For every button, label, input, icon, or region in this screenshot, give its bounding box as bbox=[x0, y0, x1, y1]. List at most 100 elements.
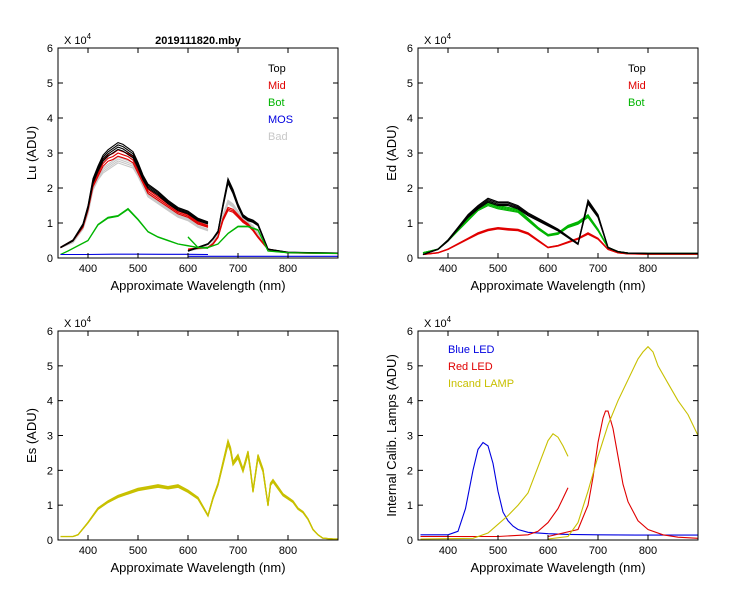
x-tick-label: 500 bbox=[489, 263, 507, 275]
x-tick-label: 700 bbox=[589, 263, 607, 275]
y-tick-label: 6 bbox=[407, 326, 413, 338]
x-tick-label: 400 bbox=[439, 545, 457, 557]
series-line-blue-led bbox=[420, 441, 698, 536]
series-line-bot bbox=[422, 203, 698, 255]
y-tick-label: 4 bbox=[47, 396, 53, 408]
y-tick-label: 0 bbox=[407, 253, 413, 265]
legend-item: Mid bbox=[268, 80, 286, 92]
series-line-top bbox=[60, 141, 209, 248]
y-tick-label: 1 bbox=[47, 218, 53, 230]
series-line-incand-lamp bbox=[547, 345, 698, 540]
chart-ed: 400 500 600 700 800 0 1 2 3 4 5 6 X 104 Approximate W… bbox=[384, 32, 699, 293]
y-tick-label: 3 bbox=[407, 431, 413, 443]
y-tick-label: 1 bbox=[407, 500, 413, 512]
legend-item: Red LED bbox=[448, 361, 493, 373]
y-tick-label: 3 bbox=[47, 431, 53, 443]
legend-item: Incand LAMP bbox=[448, 378, 514, 390]
y-tick-label: 5 bbox=[47, 361, 53, 373]
y-tick-label: 4 bbox=[407, 113, 413, 125]
series-line-es bbox=[60, 440, 338, 540]
y-tick-label: 6 bbox=[407, 43, 413, 55]
chart-lu: 400 500 600 700 800 0 1 2 3 4 5 6 X 104 2019111820.mb… bbox=[24, 32, 339, 293]
y-tick-label: 1 bbox=[47, 500, 53, 512]
x-tick-label: 700 bbox=[229, 263, 247, 275]
plot-area bbox=[420, 345, 698, 540]
series-line-top bbox=[422, 201, 698, 256]
y-multiplier: X 104 bbox=[64, 32, 92, 47]
series-line-bot bbox=[422, 205, 698, 255]
chart-es: 400 500 600 700 800 0 1 2 3 4 5 6 X 104 Approximate W… bbox=[24, 315, 339, 575]
series-line-es bbox=[60, 442, 338, 540]
x-tick-label: 600 bbox=[539, 263, 557, 275]
series-line-mid bbox=[422, 226, 698, 255]
x-tick-label: 500 bbox=[129, 545, 147, 557]
chart-title: 2019111820.mby bbox=[155, 35, 242, 47]
y-tick-label: 6 bbox=[47, 43, 53, 55]
y-tick-label: 5 bbox=[407, 78, 413, 90]
y-tick-label: 0 bbox=[47, 253, 53, 265]
series-line-red-led bbox=[420, 487, 569, 538]
y-tick-label: 1 bbox=[407, 218, 413, 230]
chart-lamps: 400 500 600 700 800 0 1 2 3 4 5 6 X 104 Approximate W… bbox=[384, 315, 699, 575]
series-line-top bbox=[422, 197, 698, 255]
series-line-top bbox=[187, 176, 338, 254]
x-tick-label: 400 bbox=[439, 263, 457, 275]
x-axis-label: Approximate Wavelength (nm) bbox=[110, 560, 285, 575]
legend-item: Bad bbox=[268, 131, 288, 143]
x-tick-label: 400 bbox=[79, 545, 97, 557]
legend-item: Top bbox=[268, 63, 286, 75]
series-line-bad bbox=[60, 158, 209, 248]
y-multiplier: X 104 bbox=[424, 315, 452, 330]
x-tick-label: 800 bbox=[639, 263, 657, 275]
y-tick-label: 3 bbox=[47, 148, 53, 160]
x-axis-label: Approximate Wavelength (nm) bbox=[470, 278, 645, 293]
y-axis-label: Es (ADU) bbox=[24, 408, 39, 463]
y-tick-label: 4 bbox=[47, 113, 53, 125]
series-line-es bbox=[60, 439, 338, 540]
y-tick-label: 3 bbox=[407, 148, 413, 160]
series-line-bad bbox=[60, 162, 209, 249]
x-tick-label: 600 bbox=[539, 545, 557, 557]
plot-area bbox=[60, 141, 338, 257]
x-axis-label: Approximate Wavelength (nm) bbox=[110, 278, 285, 293]
series-line-top bbox=[422, 200, 698, 256]
x-tick-label: 700 bbox=[229, 545, 247, 557]
plot-area bbox=[422, 197, 698, 256]
x-axis-label: Approximate Wavelength (nm) bbox=[470, 560, 645, 575]
x-tick-label: 600 bbox=[179, 263, 197, 275]
y-tick-label: 2 bbox=[47, 465, 53, 477]
legend-item: Bot bbox=[268, 97, 285, 109]
y-axis-label: Lu (ADU) bbox=[24, 126, 39, 180]
y-tick-label: 2 bbox=[407, 465, 413, 477]
series-line-incand-lamp bbox=[420, 433, 569, 540]
y-tick-label: 2 bbox=[407, 183, 413, 195]
series-line-es bbox=[60, 438, 338, 540]
series-line-bad bbox=[60, 160, 209, 249]
series-line-es bbox=[60, 440, 338, 540]
y-axis-label: Internal Calib. Lamps (ADU) bbox=[384, 354, 399, 517]
series-line-bot bbox=[187, 225, 338, 254]
y-tick-label: 5 bbox=[407, 361, 413, 373]
series-line-red-led bbox=[547, 410, 698, 539]
series-line-bot bbox=[60, 207, 209, 255]
y-multiplier: X 104 bbox=[424, 32, 452, 47]
plot-area bbox=[60, 438, 338, 540]
x-tick-label: 400 bbox=[79, 263, 97, 275]
x-tick-label: 500 bbox=[489, 545, 507, 557]
y-tick-label: 2 bbox=[47, 183, 53, 195]
y-tick-label: 0 bbox=[407, 535, 413, 547]
x-tick-label: 500 bbox=[129, 263, 147, 275]
x-tick-label: 800 bbox=[279, 545, 297, 557]
series-line-bot bbox=[422, 202, 698, 254]
legend-item: Mid bbox=[628, 80, 646, 92]
legend-item: Top bbox=[628, 63, 646, 75]
legend-item: Bot bbox=[628, 97, 645, 109]
series-line-es bbox=[60, 441, 338, 540]
x-tick-label: 600 bbox=[179, 545, 197, 557]
y-axis-label: Ed (ADU) bbox=[384, 125, 399, 181]
series-line-top bbox=[422, 198, 698, 256]
y-tick-label: 5 bbox=[47, 78, 53, 90]
y-tick-label: 6 bbox=[47, 326, 53, 338]
legend-item: MOS bbox=[268, 114, 293, 126]
